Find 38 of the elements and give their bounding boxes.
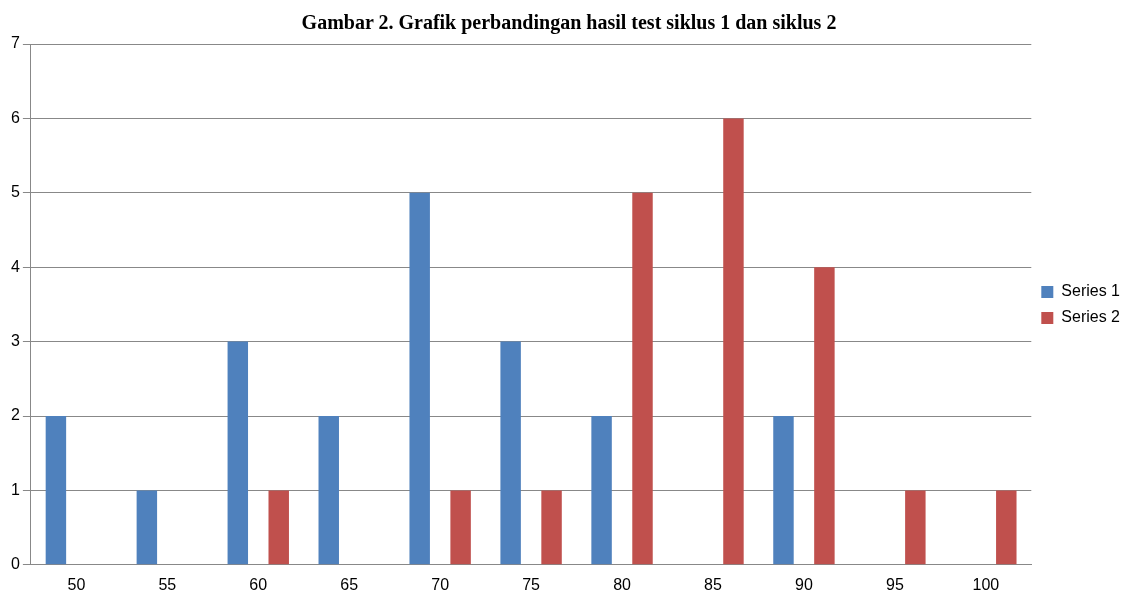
chart-title: Gambar 2. Grafik perbandingan hasil test siklus 1 dan siklus 2 <box>301 11 837 35</box>
bar <box>773 416 794 565</box>
x-tick-label: 85 <box>704 575 722 593</box>
bar <box>318 416 339 565</box>
bar <box>268 490 289 565</box>
bar <box>814 267 835 565</box>
bar <box>632 192 653 565</box>
bar <box>591 416 612 565</box>
bar <box>541 490 562 565</box>
x-tick-label: 75 <box>522 575 541 593</box>
x-tick-label: 60 <box>249 575 268 593</box>
bar <box>996 490 1017 565</box>
y-tick-label: 0 <box>10 555 20 573</box>
y-tick-label: 4 <box>10 257 20 275</box>
bar <box>500 341 521 565</box>
y-tick-label: 6 <box>10 108 20 126</box>
bar <box>905 490 926 565</box>
bar <box>136 490 158 565</box>
x-tick-label: 100 <box>972 575 1000 593</box>
legend-label: Series 2 <box>1061 308 1121 326</box>
x-tick-label: 50 <box>67 575 86 593</box>
y-tick-label: 2 <box>10 406 20 424</box>
x-tick-label: 90 <box>795 575 813 593</box>
x-tick-label: 65 <box>340 575 359 593</box>
y-tick-label: 7 <box>10 34 20 52</box>
bar <box>45 416 67 565</box>
bar <box>227 341 249 565</box>
bar <box>450 490 471 565</box>
y-tick-label: 3 <box>10 332 20 350</box>
bar <box>409 192 430 565</box>
x-tick-label: 95 <box>885 575 904 593</box>
x-tick-label: 70 <box>431 575 450 593</box>
y-tick-label: 5 <box>10 183 20 201</box>
bar <box>723 118 744 565</box>
y-tick-label: 1 <box>10 480 20 498</box>
legend-label: Series 1 <box>1061 282 1121 300</box>
x-tick-label: 80 <box>613 575 632 593</box>
x-tick-label: 55 <box>158 575 177 593</box>
